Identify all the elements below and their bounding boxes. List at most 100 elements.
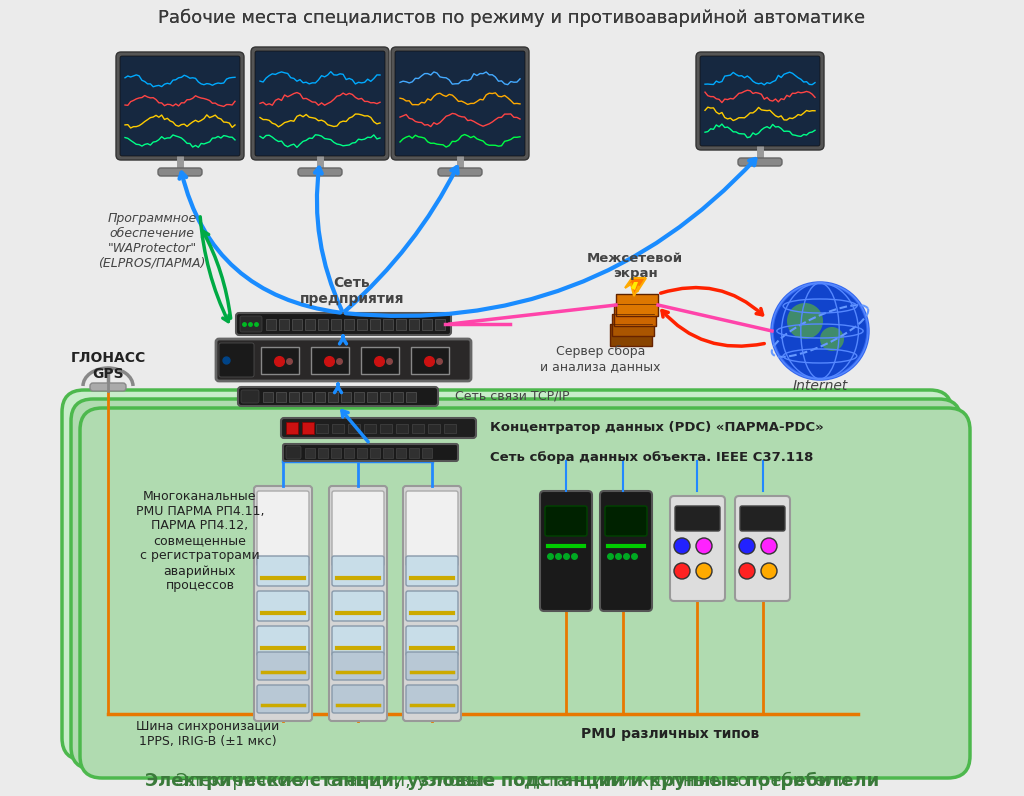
Bar [354, 392, 364, 402]
Bar [261, 347, 299, 374]
FancyBboxPatch shape [71, 399, 961, 769]
FancyBboxPatch shape [332, 652, 384, 680]
FancyBboxPatch shape [406, 626, 458, 656]
Bar [331, 448, 341, 458]
Bar [393, 392, 403, 402]
Bar [406, 392, 416, 402]
Text: Многоканальные
PMU ПАРМА РП4.11,
ПАРМА РП4.12,
совмещенные
с регистраторами
авар: Многоканальные PMU ПАРМА РП4.11, ПАРМА Р… [136, 490, 264, 592]
FancyBboxPatch shape [236, 313, 451, 335]
Bar [302, 392, 312, 402]
Bar [332, 424, 344, 433]
Bar [316, 424, 328, 433]
FancyBboxPatch shape [241, 390, 259, 403]
Bar [315, 392, 325, 402]
FancyBboxPatch shape [406, 591, 458, 621]
FancyBboxPatch shape [257, 626, 309, 656]
Circle shape [696, 563, 712, 579]
FancyBboxPatch shape [332, 626, 384, 656]
Bar [367, 392, 377, 402]
Bar [383, 319, 393, 330]
Text: ГЛОНАСС
GPS: ГЛОНАСС GPS [71, 351, 145, 381]
Bar [396, 319, 406, 330]
Bar [361, 347, 399, 374]
Bar [396, 424, 408, 433]
Bar [266, 319, 276, 330]
Circle shape [787, 303, 823, 339]
FancyBboxPatch shape [257, 685, 309, 713]
FancyBboxPatch shape [219, 343, 254, 377]
Circle shape [739, 538, 755, 554]
FancyBboxPatch shape [332, 491, 384, 566]
Bar [344, 448, 354, 458]
FancyBboxPatch shape [600, 491, 652, 611]
Text: Электрические станции, узловые подстанции и крупные потребители: Электрические станции, узловые подстанци… [175, 772, 849, 790]
Bar [422, 448, 432, 458]
Polygon shape [616, 294, 658, 316]
Bar [435, 319, 445, 330]
Bar [341, 392, 351, 402]
Bar [428, 424, 440, 433]
Bar [318, 319, 328, 330]
Text: Рабочие места специалистов по режиму и противоаварийной автоматике: Рабочие места специалистов по режиму и п… [159, 9, 865, 27]
FancyBboxPatch shape [391, 47, 529, 160]
Bar [318, 448, 328, 458]
FancyBboxPatch shape [740, 506, 785, 531]
Text: Концентратор данных (PDC) «ПАРМА-PDC»: Концентратор данных (PDC) «ПАРМА-PDC» [490, 422, 823, 435]
FancyBboxPatch shape [254, 486, 312, 721]
Bar [302, 422, 314, 434]
FancyBboxPatch shape [257, 591, 309, 621]
FancyBboxPatch shape [406, 556, 458, 586]
Bar [357, 319, 367, 330]
FancyBboxPatch shape [216, 339, 471, 381]
FancyBboxPatch shape [281, 418, 476, 438]
Text: Сеть
предприятия: Сеть предприятия [300, 276, 404, 306]
FancyBboxPatch shape [257, 556, 309, 586]
Bar [444, 424, 456, 433]
FancyBboxPatch shape [332, 556, 384, 586]
Bar [286, 422, 298, 434]
Bar [383, 448, 393, 458]
Bar [380, 392, 390, 402]
FancyBboxPatch shape [251, 47, 389, 160]
Bar [311, 347, 349, 374]
FancyBboxPatch shape [406, 652, 458, 680]
FancyBboxPatch shape [406, 491, 458, 566]
Bar [380, 424, 392, 433]
Bar [411, 347, 449, 374]
Text: Межсетевой
экран: Межсетевой экран [587, 252, 683, 280]
Circle shape [739, 563, 755, 579]
FancyBboxPatch shape [540, 491, 592, 611]
FancyBboxPatch shape [298, 168, 342, 176]
FancyBboxPatch shape [329, 486, 387, 721]
FancyBboxPatch shape [240, 316, 262, 332]
FancyBboxPatch shape [406, 685, 458, 713]
Bar [331, 319, 341, 330]
Circle shape [761, 563, 777, 579]
FancyBboxPatch shape [255, 51, 385, 156]
Bar [344, 319, 354, 330]
FancyBboxPatch shape [80, 408, 970, 778]
FancyBboxPatch shape [545, 506, 587, 536]
Polygon shape [631, 282, 638, 290]
Circle shape [761, 538, 777, 554]
Text: Программное
обеспечение
"WAProtector"
(ELPROS/ПАРМА): Программное обеспечение "WAProtector" (E… [98, 212, 206, 270]
Bar [279, 319, 289, 330]
Polygon shape [610, 324, 652, 346]
Bar [348, 424, 360, 433]
Bar [409, 448, 419, 458]
Bar [396, 448, 406, 458]
FancyBboxPatch shape [395, 51, 525, 156]
FancyBboxPatch shape [735, 496, 790, 601]
Text: Шина синхронизации
1PPS, IRIG-B (±1 мкс): Шина синхронизации 1PPS, IRIG-B (±1 мкс) [136, 720, 280, 748]
FancyBboxPatch shape [332, 685, 384, 713]
Bar [364, 424, 376, 433]
Text: Сеть сбора данных объекта. IEEE C37.118: Сеть сбора данных объекта. IEEE C37.118 [490, 451, 813, 465]
Circle shape [674, 563, 690, 579]
Bar [263, 392, 273, 402]
Circle shape [674, 538, 690, 554]
Text: Электрические станции, узловые подстанции и крупные потребители: Электрические станции, узловые подстанци… [144, 772, 880, 790]
Bar [370, 448, 380, 458]
Circle shape [696, 538, 712, 554]
FancyBboxPatch shape [403, 486, 461, 721]
Bar [370, 319, 380, 330]
